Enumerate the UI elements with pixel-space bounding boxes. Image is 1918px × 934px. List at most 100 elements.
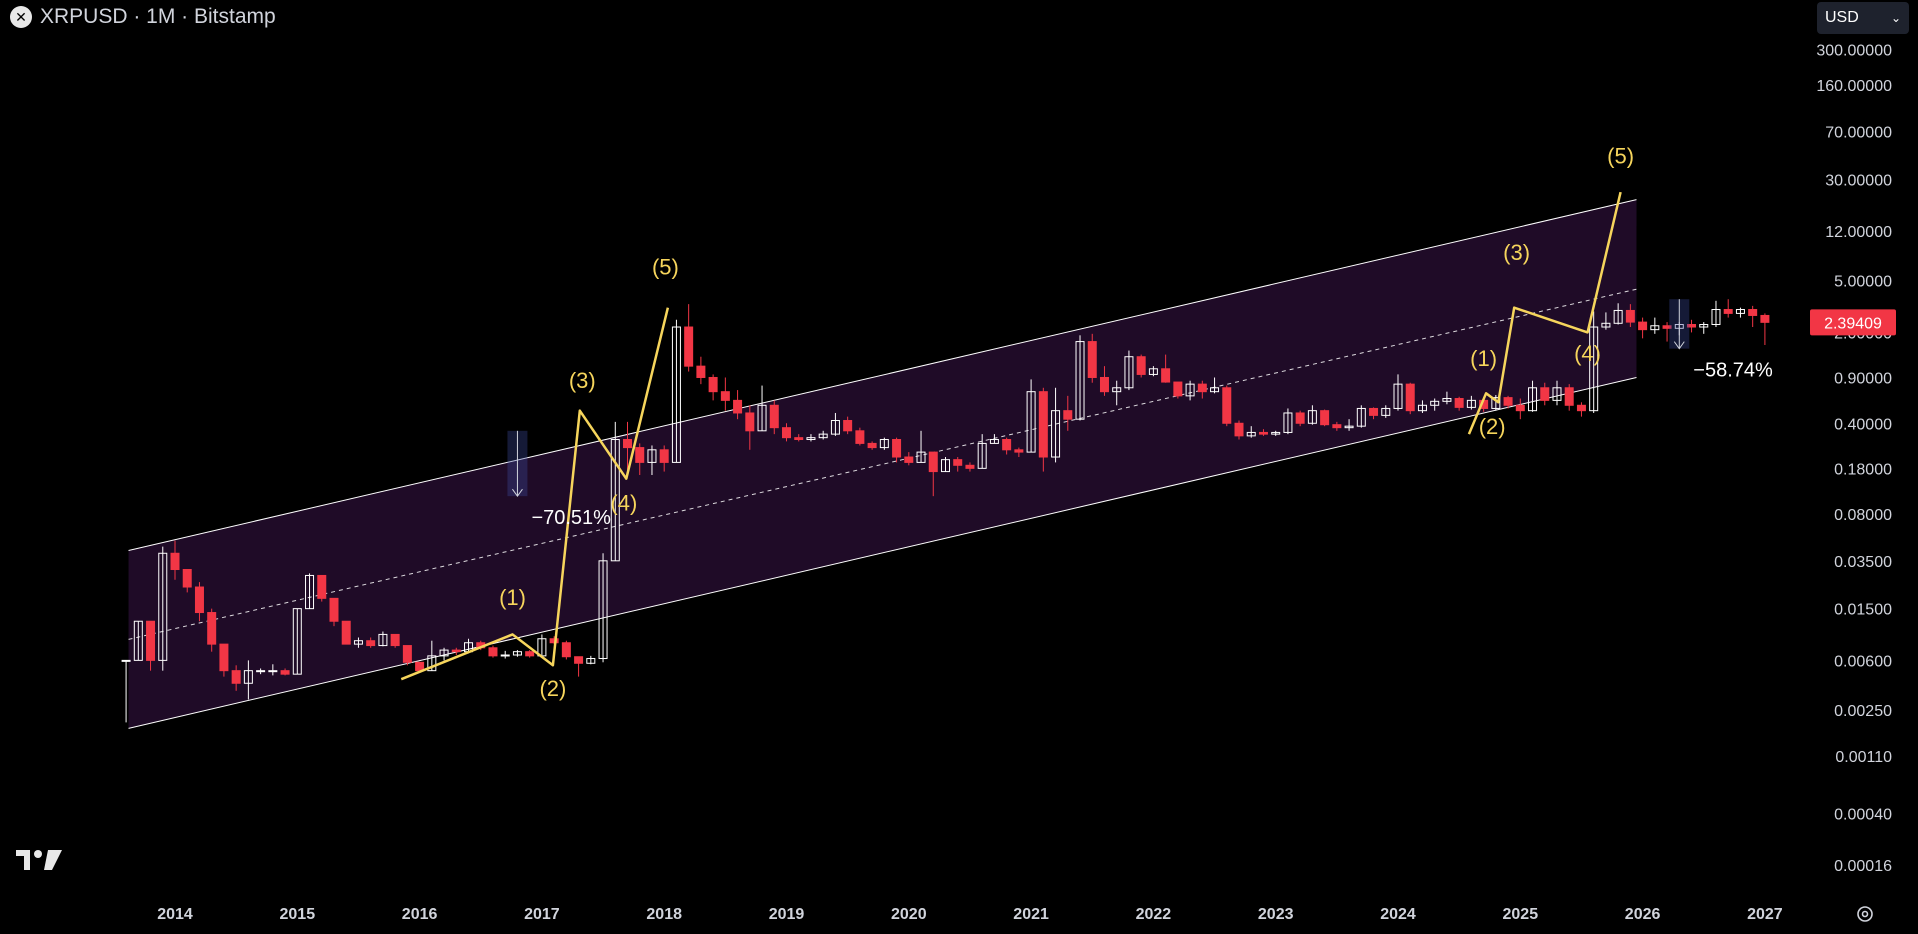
candle	[1405, 382, 1415, 415]
candle	[158, 546, 168, 671]
candle-body	[1246, 431, 1256, 437]
candle	[1099, 366, 1109, 396]
candle-body	[1760, 314, 1770, 323]
candle	[1711, 300, 1721, 328]
candle-body	[292, 608, 302, 675]
candle	[1356, 405, 1366, 428]
candle-body	[892, 439, 902, 458]
candle	[1332, 421, 1342, 431]
candle-body	[133, 620, 143, 661]
candle	[439, 647, 449, 661]
wave-label: (4)	[1574, 341, 1601, 366]
candle-body	[843, 420, 853, 432]
candle-body	[610, 439, 620, 562]
candle-body	[1417, 404, 1427, 412]
candle	[219, 643, 229, 677]
candle	[671, 319, 681, 463]
candle-body	[1748, 309, 1758, 316]
candle	[977, 434, 987, 469]
candle-body	[194, 586, 204, 614]
candle	[1466, 395, 1476, 410]
candle-body	[1014, 449, 1024, 453]
candle-body	[757, 404, 767, 432]
candle-body	[708, 376, 718, 393]
candle-body	[1662, 325, 1672, 329]
candle	[1014, 447, 1024, 458]
settings-gear-icon[interactable]	[1853, 902, 1877, 926]
candle-body	[1723, 309, 1733, 314]
candle	[867, 441, 877, 450]
candle-body	[268, 670, 278, 673]
candle	[525, 650, 535, 658]
candle	[1735, 307, 1745, 318]
candle	[561, 640, 571, 660]
candle	[133, 620, 143, 661]
candle-body	[733, 399, 743, 414]
channel-upper-line	[128, 199, 1637, 552]
price-badge-label: 2.39409	[1824, 315, 1882, 332]
candle	[353, 637, 363, 648]
candle-body	[745, 412, 755, 432]
candle	[598, 553, 608, 663]
candle	[341, 620, 351, 645]
candle	[659, 445, 669, 472]
x-tick-label: 2024	[1380, 906, 1416, 923]
y-tick-label: 0.00016	[1834, 858, 1892, 875]
candle	[1148, 366, 1158, 377]
candle	[1185, 380, 1195, 401]
candle-body	[1540, 387, 1550, 401]
candle	[1344, 419, 1354, 431]
wave-label: (5)	[652, 254, 679, 279]
candle-body	[378, 633, 388, 647]
candle	[512, 650, 522, 657]
candle-body	[830, 420, 840, 435]
candle	[1124, 350, 1134, 391]
candle-body	[1356, 407, 1366, 427]
candle	[769, 400, 779, 435]
price-badge	[1810, 309, 1896, 336]
y-tick-label: 0.00110	[1835, 749, 1892, 766]
candle-body	[916, 451, 926, 463]
candle	[733, 390, 743, 420]
x-icon: ✕	[10, 6, 32, 28]
candle	[1528, 380, 1538, 412]
candle-body	[928, 451, 938, 473]
candle-body	[818, 433, 828, 439]
x-tick-label: 2017	[524, 906, 560, 923]
x-tick-label: 2014	[157, 906, 193, 923]
y-tick-label: 0.00600	[1834, 653, 1892, 670]
currency-select[interactable]: USD ⌄	[1817, 2, 1909, 34]
candle	[1393, 374, 1403, 411]
candle	[1491, 394, 1501, 411]
candle-body	[1564, 387, 1574, 406]
channel-mid-line	[128, 288, 1637, 640]
candle-body	[1075, 341, 1085, 420]
candle	[916, 430, 926, 463]
drawdown-label: −70.51%	[531, 507, 611, 529]
candle	[940, 457, 950, 473]
candle	[378, 631, 388, 647]
candle	[305, 573, 315, 610]
candle-body	[561, 642, 571, 658]
candle	[647, 445, 657, 475]
candle	[1748, 305, 1758, 328]
candle-body	[280, 670, 290, 675]
candle-body	[1589, 326, 1599, 412]
candle-body	[158, 552, 168, 661]
candle-body	[329, 597, 339, 622]
candle	[745, 405, 755, 450]
candle	[170, 540, 180, 580]
y-tick-label: 0.18000	[1834, 461, 1892, 478]
candle-body	[1699, 324, 1709, 328]
candle	[1087, 333, 1097, 383]
candle-body	[353, 640, 363, 645]
candle	[928, 451, 938, 497]
candle	[1161, 354, 1171, 383]
candle-body	[219, 643, 229, 672]
x-tick-label: 2019	[769, 906, 805, 923]
candle-body	[1185, 383, 1195, 397]
candle-body	[231, 670, 241, 684]
candle-body	[1148, 368, 1158, 375]
candle	[500, 650, 510, 659]
